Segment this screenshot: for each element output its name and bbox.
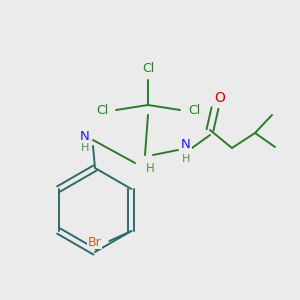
Text: Cl: Cl bbox=[96, 103, 108, 116]
Text: O: O bbox=[214, 91, 225, 105]
Text: H: H bbox=[182, 154, 190, 164]
Text: Cl: Cl bbox=[188, 103, 200, 116]
Text: N: N bbox=[181, 139, 191, 152]
Text: H: H bbox=[81, 143, 89, 153]
Text: Cl: Cl bbox=[142, 62, 154, 76]
Text: Br: Br bbox=[88, 236, 101, 248]
Text: N: N bbox=[80, 130, 90, 142]
Text: H: H bbox=[146, 163, 154, 176]
